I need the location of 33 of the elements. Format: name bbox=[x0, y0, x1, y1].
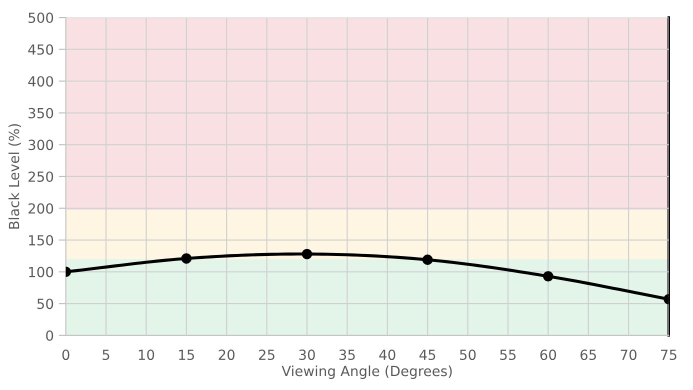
x-tick-label: 45 bbox=[419, 350, 436, 360]
x-tick-label: 50 bbox=[460, 350, 476, 360]
x-tick-label: 70 bbox=[620, 350, 636, 360]
x-tick-label: 60 bbox=[540, 350, 556, 360]
point bbox=[302, 248, 312, 260]
y-tick-label: 350 bbox=[28, 108, 54, 118]
y-tick-label: 400 bbox=[28, 76, 54, 87]
x-tick-label: 5 bbox=[102, 350, 110, 360]
x-tick-label: 20 bbox=[218, 350, 235, 360]
x-tick-label: 75 bbox=[661, 350, 676, 360]
x-tick-label: 25 bbox=[258, 350, 274, 360]
point bbox=[542, 271, 554, 282]
x-tick-label: 15 bbox=[179, 350, 194, 360]
x-tick-label: 55 bbox=[500, 350, 516, 360]
x-tick-label: 65 bbox=[580, 350, 596, 360]
point bbox=[422, 254, 433, 265]
y-tick-label: 500 bbox=[28, 12, 54, 24]
y-tick-label: 100 bbox=[29, 266, 54, 278]
y-tick-label: 200 bbox=[28, 203, 54, 214]
x-tick-label: 10 bbox=[138, 350, 154, 360]
y-tick-label: 50 bbox=[37, 298, 54, 310]
x-tick-label: 30 bbox=[299, 350, 315, 360]
y-tick-label: 0 bbox=[46, 330, 54, 341]
y-axis-title: Black Level (%) bbox=[8, 124, 21, 229]
x-tick-label: 40 bbox=[379, 350, 396, 360]
y-tick-label: 300 bbox=[28, 140, 54, 150]
y-tick-label: 450 bbox=[28, 44, 54, 55]
y-tick-label: 250 bbox=[28, 171, 54, 182]
y-tick-label: 150 bbox=[29, 235, 54, 246]
x-tick-label: 35 bbox=[339, 350, 355, 360]
point bbox=[181, 253, 192, 264]
x-axis-title: Viewing Angle (Degrees) bbox=[282, 366, 452, 379]
x-tick-label: 0 bbox=[62, 350, 70, 360]
